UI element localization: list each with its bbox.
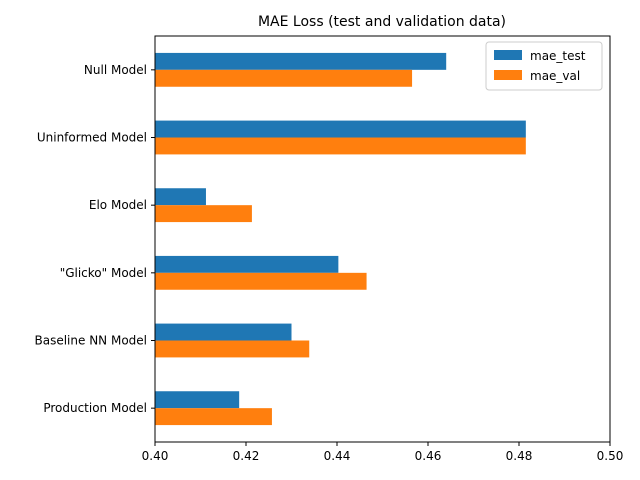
- bar-mae_test-3: [155, 255, 339, 273]
- x-axis: 0.40 0.42 0.44 0.46 0.48 0.50: [142, 442, 624, 463]
- bar-mae_test-2: [155, 188, 206, 206]
- y-tick-label: Uninformed Model: [37, 131, 147, 145]
- bar-mae_test-5: [155, 391, 240, 409]
- plot-area: [154, 35, 611, 443]
- y-tick-label: Production Model: [43, 401, 147, 415]
- bar-mae_test-4: [155, 323, 292, 341]
- x-tick-label: 0.46: [415, 449, 442, 463]
- y-tick-label: "Glicko" Model: [60, 266, 147, 280]
- x-tick-label: 0.50: [597, 449, 624, 463]
- x-tick-label: 0.40: [142, 449, 169, 463]
- x-tick-label: 0.44: [324, 449, 351, 463]
- bar-mae_val-5: [155, 408, 272, 426]
- legend: mae_test mae_val: [485, 41, 603, 91]
- bar-mae_test-1: [155, 120, 526, 138]
- bar-mae_val-4: [155, 340, 310, 358]
- plot-frame: [154, 35, 611, 443]
- y-axis: Null Model Uninformed Model Elo Model "Glic…: [35, 63, 155, 415]
- legend-swatch-mae_test: [494, 50, 522, 60]
- bar-mae_val-0: [155, 69, 413, 87]
- y-tick-label: Null Model: [84, 63, 147, 77]
- legend-swatch-mae_val: [494, 70, 522, 80]
- bar-mae_val-2: [155, 205, 252, 223]
- legend-label-mae_val: mae_val: [530, 69, 580, 83]
- y-tick-label: Baseline NN Model: [35, 334, 148, 348]
- bar-mae_val-3: [155, 272, 367, 290]
- legend-label-mae_test: mae_test: [530, 49, 586, 63]
- x-tick-label: 0.42: [233, 449, 260, 463]
- bar-mae_val-1: [155, 137, 526, 155]
- x-tick-label: 0.48: [506, 449, 533, 463]
- chart-title: MAE Loss (test and validation data): [258, 14, 506, 30]
- bar-mae_test-0: [155, 52, 447, 70]
- y-tick-label: Elo Model: [89, 198, 147, 212]
